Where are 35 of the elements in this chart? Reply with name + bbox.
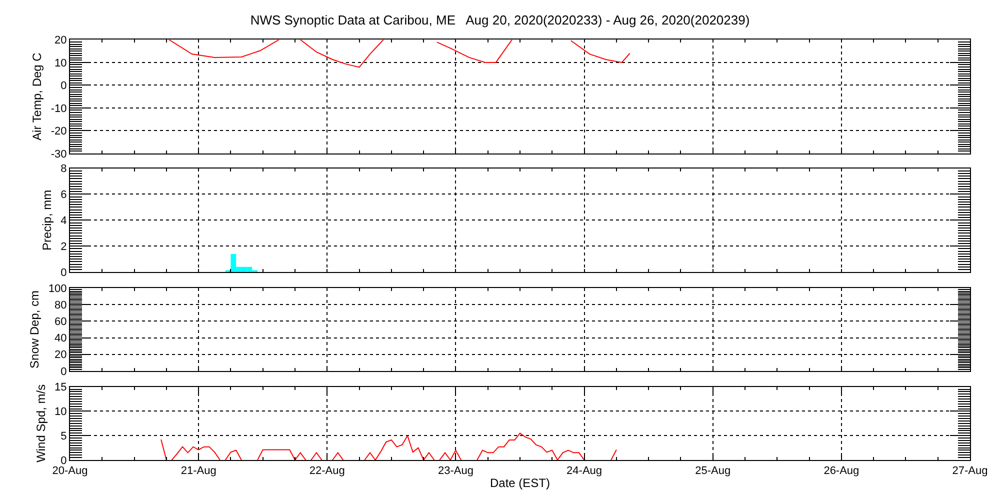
y-tick-label: 6	[60, 189, 67, 202]
y-tick-label: 20	[54, 349, 67, 362]
y-tick-label: 10	[54, 406, 67, 418]
y-tick-label: 60	[54, 316, 67, 328]
x-tick-label: 26-Aug	[824, 465, 860, 478]
y-tick-label: 15	[54, 382, 67, 394]
y-axis-title: Wind Spd, m/s	[34, 384, 48, 462]
y-tick-label: 20	[54, 34, 67, 47]
y-tick-label: 4	[60, 215, 67, 228]
x-tick-label: 25-Aug	[695, 465, 731, 478]
y-tick-label: 40	[54, 332, 67, 345]
y-tick-label: 100	[48, 282, 67, 295]
x-tick-label: 27-Aug	[952, 465, 988, 478]
chart-title: NWS Synoptic Data at Caribou, ME Aug 20, 2020(2020233) - Aug 26, 2020(2020239)	[250, 12, 750, 28]
x-tick-label: 24-Aug	[566, 465, 602, 478]
y-tick-label: -20	[50, 126, 67, 138]
x-tick-label: 21-Aug	[180, 465, 216, 478]
y-axis-title: Precip, mm	[40, 190, 54, 251]
y-tick-label: 5	[60, 430, 67, 442]
x-axis-title: Date (EST)	[490, 476, 550, 490]
y-tick-label: 0	[60, 454, 67, 467]
y-tick-label: 0	[60, 80, 67, 92]
y-tick-label: 0	[60, 266, 67, 279]
y-tick-label: 8	[60, 163, 67, 176]
y-axis-title: Snow Dep, cm	[28, 290, 42, 368]
x-tick-label: 23-Aug	[438, 465, 474, 478]
y-tick-label: 10	[54, 57, 67, 70]
y-tick-label: -30	[50, 148, 67, 160]
x-tick-label: 22-Aug	[309, 465, 345, 478]
x-tick-label: 20-Aug	[52, 465, 88, 478]
y-axis-title: Air Temp, Deg C	[30, 52, 44, 140]
y-tick-label: -10	[50, 102, 67, 115]
y-tick-label: 0	[60, 366, 67, 378]
y-tick-label: 2	[60, 241, 67, 254]
y-tick-label: 80	[54, 299, 67, 312]
